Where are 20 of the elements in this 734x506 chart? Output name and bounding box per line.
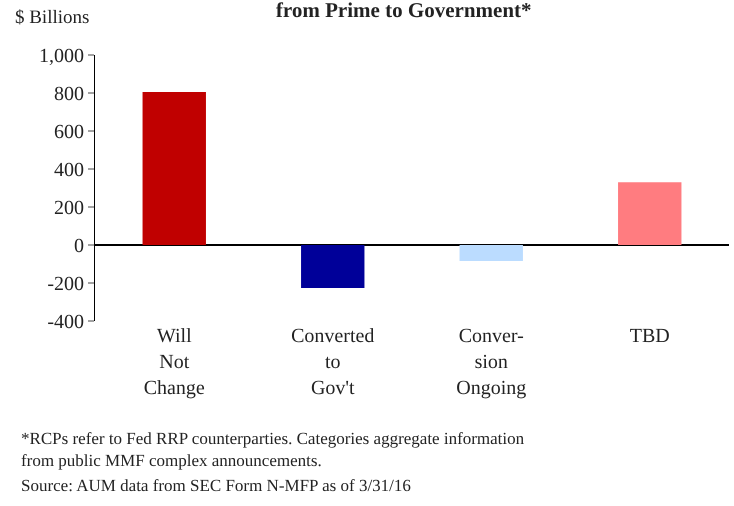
source-note: Source: AUM data from SEC Form N-MFP as of 3/31/16 xyxy=(21,476,411,495)
y-tick-label: 0 xyxy=(74,235,84,257)
x-tick-label: Conver- sion Ongoing xyxy=(456,325,526,399)
y-tick-label: 800 xyxy=(54,83,84,105)
y-tick-label: -200 xyxy=(47,273,84,295)
x-tick-label: Converted to Gov't xyxy=(291,325,374,399)
y-tick-label: 600 xyxy=(54,121,84,143)
bar xyxy=(142,92,206,245)
y-axis-title: $ Billions xyxy=(15,7,90,28)
y-tick-label: 400 xyxy=(54,159,84,181)
x-tick-label: TBD xyxy=(630,325,670,347)
y-tick-label: 200 xyxy=(54,197,84,219)
bar xyxy=(301,245,364,288)
chart-title: from Prime to Government* xyxy=(276,0,532,22)
text: *RCPs refer to Fed RRP counterparties. Categories aggregate information from public MMF complex announcements. xyxy=(21,429,525,470)
y-tick-label: 1,000 xyxy=(39,45,84,67)
y-tick-label: -400 xyxy=(47,311,84,333)
bar xyxy=(618,182,682,245)
x-tick-label: Will Not Change xyxy=(144,325,205,399)
bar xyxy=(460,245,523,261)
